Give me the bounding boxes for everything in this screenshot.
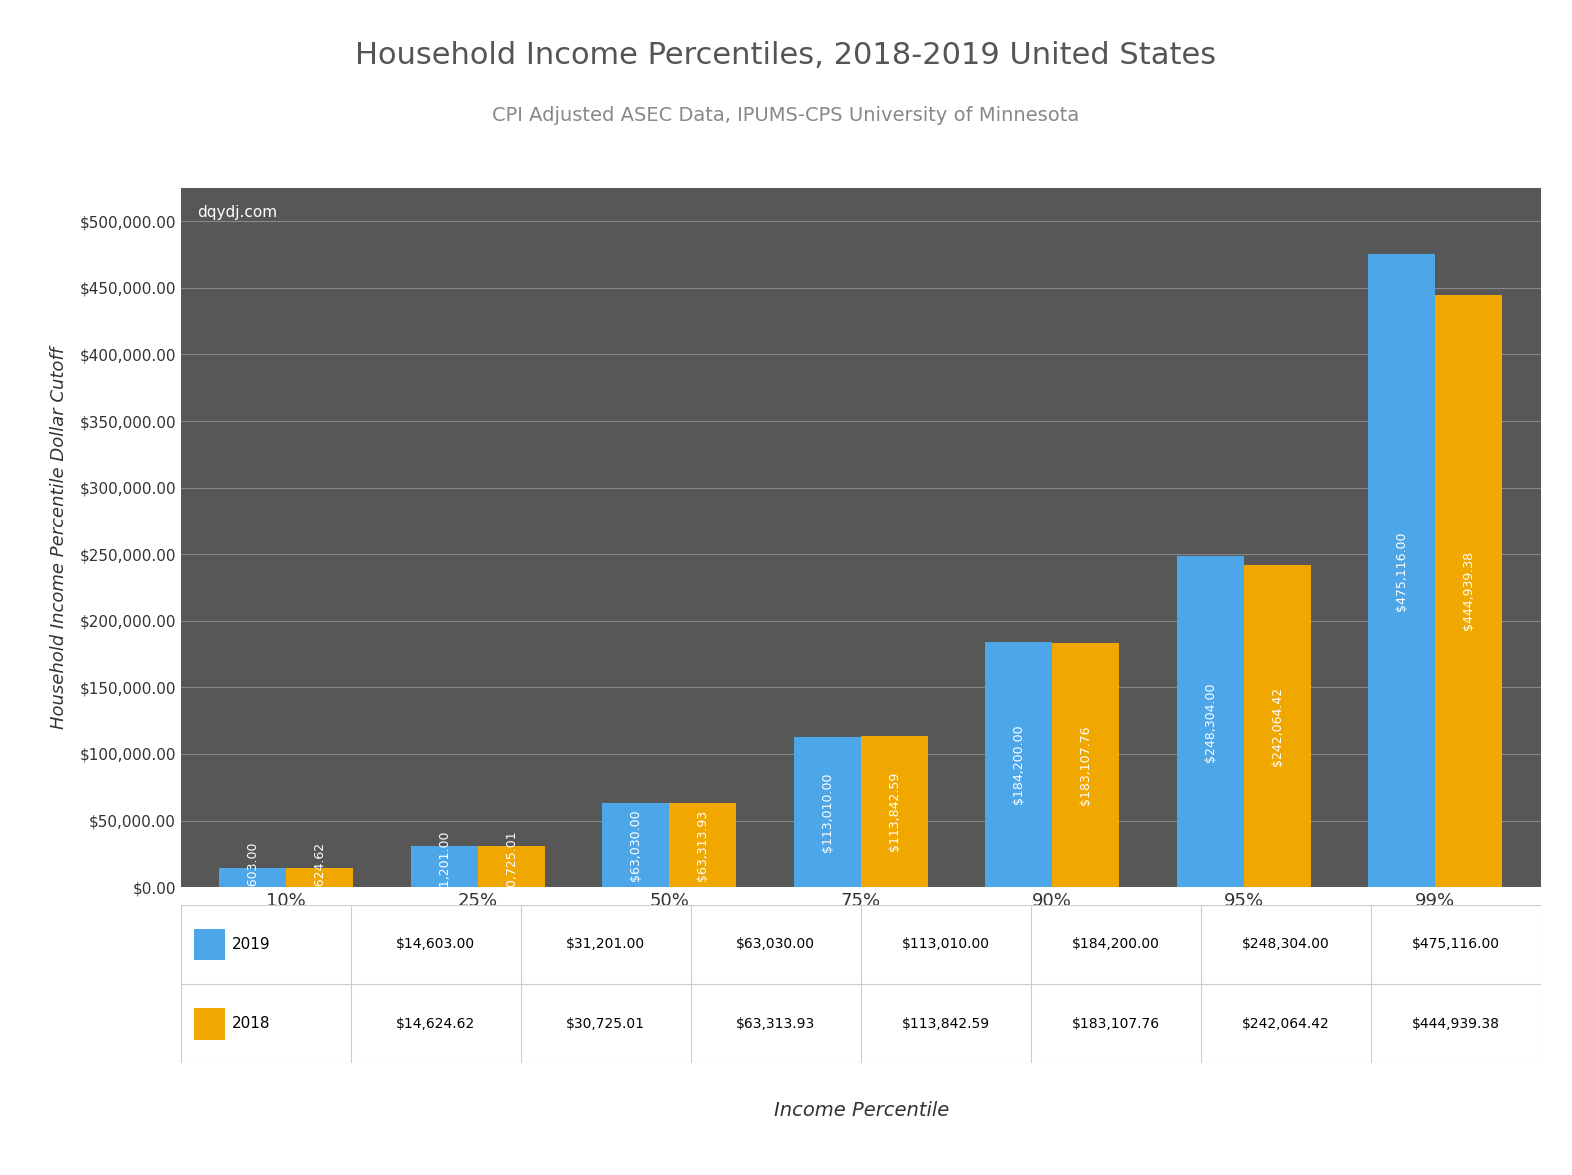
- Text: $14,603.00: $14,603.00: [396, 938, 475, 952]
- Bar: [986, 642, 1052, 887]
- Text: 2018: 2018: [231, 1016, 270, 1032]
- Bar: [794, 737, 861, 887]
- Text: CPI Adjusted ASEC Data, IPUMS-CPS University of Minnesota: CPI Adjusted ASEC Data, IPUMS-CPS Univer…: [492, 106, 1080, 125]
- Text: $113,842.59: $113,842.59: [902, 1016, 990, 1030]
- Bar: [219, 867, 286, 887]
- Text: $113,842.59: $113,842.59: [888, 772, 901, 851]
- Bar: [286, 867, 354, 887]
- Text: $14,603.00: $14,603.00: [247, 841, 259, 913]
- Text: $444,939.38: $444,939.38: [1462, 551, 1475, 631]
- Bar: [1243, 565, 1311, 887]
- Text: 2019: 2019: [231, 936, 270, 952]
- Text: dqydj.com: dqydj.com: [196, 206, 277, 221]
- FancyBboxPatch shape: [195, 928, 225, 960]
- Text: $113,010.00: $113,010.00: [821, 772, 833, 852]
- Text: $242,064.42: $242,064.42: [1270, 686, 1284, 766]
- Bar: [602, 804, 670, 887]
- Text: Household Income Percentiles, 2018-2019 United States: Household Income Percentiles, 2018-2019 …: [355, 41, 1217, 70]
- Bar: [410, 846, 478, 887]
- Text: $63,313.93: $63,313.93: [736, 1016, 816, 1030]
- Text: $31,201.00: $31,201.00: [566, 938, 645, 952]
- Bar: [1368, 255, 1435, 887]
- Bar: [1435, 295, 1503, 887]
- Text: $183,107.76: $183,107.76: [1080, 725, 1093, 805]
- Text: $248,304.00: $248,304.00: [1204, 682, 1217, 761]
- FancyBboxPatch shape: [195, 1008, 225, 1040]
- Text: $14,624.62: $14,624.62: [396, 1016, 475, 1030]
- Y-axis label: Household Income Percentile Dollar Cutoff: Household Income Percentile Dollar Cutof…: [50, 347, 68, 728]
- Bar: [670, 803, 736, 887]
- Text: $30,725.01: $30,725.01: [566, 1016, 645, 1030]
- Text: $31,201.00: $31,201.00: [437, 831, 451, 902]
- Text: $63,030.00: $63,030.00: [736, 938, 816, 952]
- Bar: [1052, 643, 1119, 887]
- Text: $444,939.38: $444,939.38: [1412, 1016, 1500, 1030]
- Text: $475,116.00: $475,116.00: [1396, 531, 1409, 611]
- Text: $183,107.76: $183,107.76: [1072, 1016, 1160, 1030]
- Bar: [861, 736, 927, 887]
- Text: $113,010.00: $113,010.00: [902, 938, 990, 952]
- Text: $30,725.01: $30,725.01: [505, 831, 517, 902]
- Text: $184,200.00: $184,200.00: [1072, 938, 1160, 952]
- Text: $475,116.00: $475,116.00: [1412, 938, 1500, 952]
- Text: $14,624.62: $14,624.62: [313, 841, 325, 913]
- Bar: [478, 846, 544, 887]
- Text: $248,304.00: $248,304.00: [1242, 938, 1330, 952]
- Text: $63,030.00: $63,030.00: [629, 810, 641, 881]
- Text: $63,313.93: $63,313.93: [696, 810, 709, 880]
- Text: Income Percentile: Income Percentile: [773, 1101, 949, 1120]
- Text: $242,064.42: $242,064.42: [1242, 1016, 1330, 1030]
- Bar: [1177, 557, 1243, 887]
- Text: $184,200.00: $184,200.00: [1012, 725, 1025, 805]
